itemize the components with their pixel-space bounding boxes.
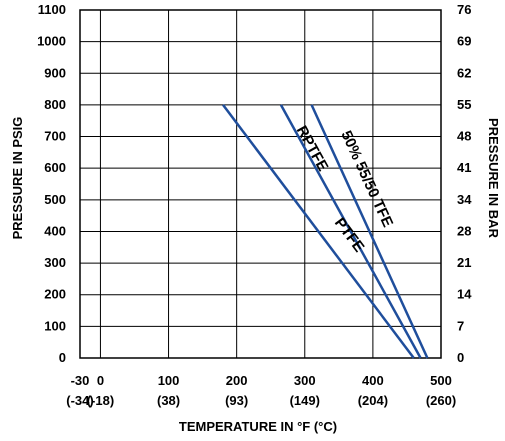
y2-tick-label: 7 xyxy=(457,318,464,333)
y2-tick-label: 48 xyxy=(457,129,471,144)
y2-tick-label: 41 xyxy=(457,160,471,175)
series-label-1: RPTFE xyxy=(293,123,332,174)
y-tick-label: 1100 xyxy=(38,2,66,17)
plot-frame xyxy=(79,9,442,359)
y-tick-label: 300 xyxy=(44,255,66,270)
y-tick-label: 900 xyxy=(44,65,66,80)
y2-tick-label: 69 xyxy=(457,34,471,49)
x-tick-label-c: (149) xyxy=(290,393,320,408)
y2-axis-ticks: 0 7 14 21 28 34 41 48 55 62 69 76 xyxy=(457,2,472,365)
grid xyxy=(79,9,442,359)
series-group xyxy=(222,104,429,359)
y-tick-label: 0 xyxy=(59,350,66,365)
y-tick-label: 200 xyxy=(44,287,66,302)
x-tick-label-f: 100 xyxy=(158,373,180,388)
series-line-0 xyxy=(222,104,415,359)
x-tick-label-f: 0 xyxy=(97,373,104,388)
x-tick-label-c: (38) xyxy=(157,393,180,408)
y-axis-ticks: 0 100 200 300 400 500 600 700 800 900 1000 1100 xyxy=(37,2,66,365)
y-tick-label: 600 xyxy=(44,160,66,175)
y-tick-label: 100 xyxy=(44,318,66,333)
series-line-1 xyxy=(279,104,422,359)
y-tick-label: 400 xyxy=(44,223,66,238)
x-tick-label-c: (204) xyxy=(358,393,388,408)
y-axis-label: PRESSURE IN PSIG xyxy=(10,117,25,240)
y2-tick-label: 0 xyxy=(457,350,464,365)
x-tick-label-c: (93) xyxy=(225,393,248,408)
x-tick-label-f: 400 xyxy=(362,373,384,388)
x-tick-label-c: (260) xyxy=(426,393,456,408)
x-tick-label-c: (-34) xyxy=(66,393,93,408)
y-tick-label: 800 xyxy=(44,97,66,112)
y-tick-label: 700 xyxy=(44,129,66,144)
y2-tick-label: 21 xyxy=(457,255,471,270)
x-tick-label-f: 300 xyxy=(294,373,316,388)
y2-tick-label: 14 xyxy=(457,287,472,302)
y-tick-label: 1000 xyxy=(37,34,66,49)
x-tick-label-c: (-18) xyxy=(87,393,114,408)
series-label-0: PTFE xyxy=(331,215,368,256)
y-tick-label: 500 xyxy=(44,192,66,207)
y2-tick-label: 76 xyxy=(457,2,471,17)
y2-tick-label: 55 xyxy=(457,97,471,112)
y2-axis-label: PRESSURE IN BAR xyxy=(486,118,501,239)
x-tick-label-f: 200 xyxy=(226,373,248,388)
y2-tick-label: 62 xyxy=(457,65,471,80)
x-tick-label-f: 500 xyxy=(430,373,452,388)
series-line-2 xyxy=(310,104,429,359)
x-axis-ticks: -30 (-34) 0 (-18) 100 (38) 200 (93) 300 (149) 400 (… xyxy=(66,373,456,408)
x-axis-label: TEMPERATURE IN °F (°C) xyxy=(179,419,337,434)
y2-tick-label: 34 xyxy=(457,192,472,207)
y2-tick-label: 28 xyxy=(457,223,471,238)
x-tick-label-f: -30 xyxy=(71,373,90,388)
